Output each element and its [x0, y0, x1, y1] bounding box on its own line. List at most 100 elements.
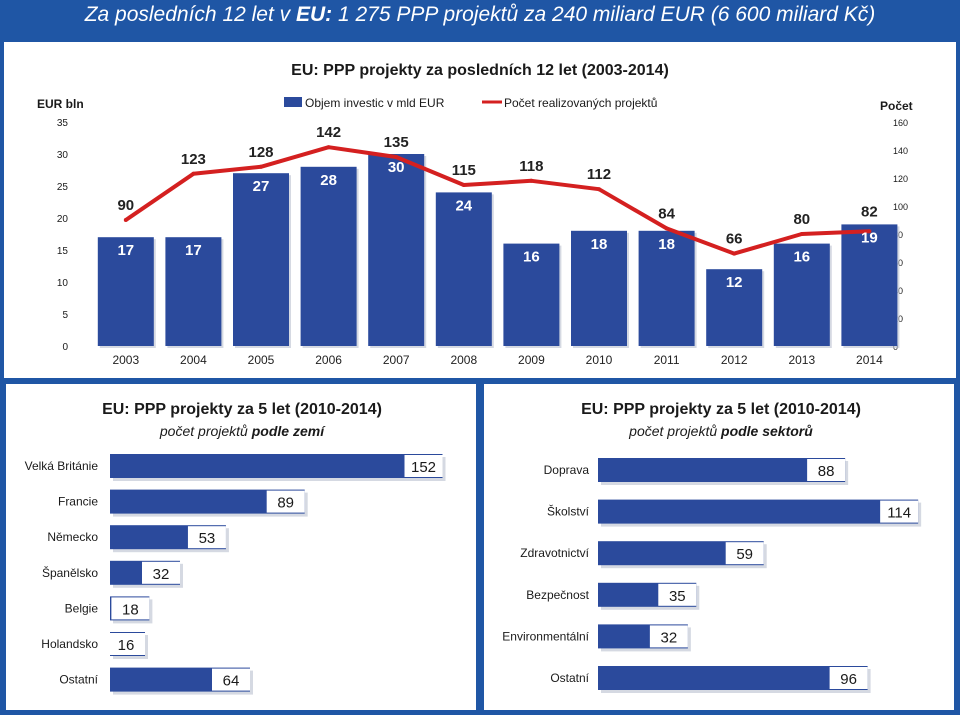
projects-count-line [124, 145, 870, 256]
value-label-box [187, 526, 226, 549]
category-label: Velká Británie [25, 459, 99, 473]
line-point [259, 164, 263, 169]
category-label: Doprava [544, 463, 590, 477]
value-label-box [649, 625, 688, 648]
volume-bar [773, 243, 830, 346]
line-value-label: 142 [316, 124, 341, 141]
line-point [597, 187, 601, 192]
line-point [529, 178, 534, 183]
category-bar [598, 458, 846, 482]
legend-line-label: Počet realizovaných projektů [504, 96, 657, 110]
line-value-label: 123 [181, 151, 206, 168]
x-tick-label: 2011 [654, 353, 680, 367]
bar-value-label: 24 [455, 197, 472, 214]
category-bar [110, 454, 443, 478]
slide-title-eu: EU: [295, 3, 333, 26]
volume-bar [638, 230, 695, 346]
volume-bar [841, 224, 898, 346]
bar-value-label: 18 [591, 236, 608, 253]
bar-value-label: 59 [736, 546, 753, 563]
category-label: Bezpečnost [526, 588, 589, 602]
value-label-box [404, 455, 443, 477]
bar-value-label: 16 [793, 249, 810, 266]
chart-panel-annual: EU: PPP projekty za posledních 12 let (2… [4, 42, 956, 378]
bar-value-label: 19 [861, 229, 878, 246]
bar-value-label: 18 [658, 236, 675, 253]
annual-combo-chart: EU: PPP projekty za posledních 12 let (2… [37, 62, 913, 367]
bar-value-label: 35 [669, 588, 686, 605]
volume-bar [368, 154, 425, 346]
y-right-tick-label: 100 [893, 202, 908, 212]
value-label-box [658, 583, 697, 606]
chart-panel-countries: EU: PPP projekty za 5 let (2010-2014) poč… [6, 384, 476, 710]
category-label: Německo [47, 530, 98, 544]
y-left-tick-label: 10 [57, 278, 69, 289]
subtitle-lead: počet projektů [159, 423, 252, 439]
volume-bar [300, 166, 357, 346]
value-label-box [212, 668, 250, 691]
volume-bar [503, 243, 560, 346]
bar-value-label: 16 [523, 249, 540, 266]
category-bar [110, 489, 305, 514]
line-point [664, 226, 669, 231]
line-value-label: 115 [452, 162, 476, 179]
category-label: Environmentální [502, 629, 589, 643]
line-value-label: 118 [519, 158, 543, 175]
x-tick-label: 2007 [383, 353, 410, 367]
category-label: Zdravotnictví [520, 546, 589, 560]
category-bar [598, 666, 868, 690]
bar-value-label: 53 [199, 530, 216, 547]
x-tick-label: 2009 [518, 353, 545, 367]
y-left-tick-label: 25 [57, 182, 69, 193]
subtitle-bold: podle sektorů [720, 423, 813, 439]
line-point [326, 145, 331, 150]
category-bar [598, 499, 919, 524]
bar-value-label: 152 [411, 459, 436, 476]
bar-value-label: 30 [388, 159, 405, 176]
volume-bar [97, 237, 154, 346]
line-value-label: 135 [384, 134, 409, 151]
y-left-tick-label: 0 [62, 342, 68, 353]
y-left-axis-label: EUR bln [37, 97, 84, 111]
category-label: Školství [547, 504, 590, 519]
y-left-tick-label: 35 [57, 118, 69, 129]
x-tick-label: 2008 [450, 353, 477, 367]
bar-value-label: 17 [185, 242, 202, 259]
value-label-box [111, 597, 150, 620]
legend-bar-swatch [284, 97, 302, 107]
line-value-label: 90 [117, 197, 134, 214]
category-label: Ostatní [550, 671, 589, 685]
countries-bar-chart: EU: PPP projekty za 5 let (2010-2014) poč… [25, 401, 446, 695]
bar-value-label: 27 [253, 178, 270, 195]
y-right-tick-label: 160 [893, 118, 908, 128]
x-tick-label: 2013 [788, 353, 815, 367]
volume-bar [571, 230, 627, 346]
y-left-tick-label: 30 [57, 150, 69, 161]
x-tick-label: 2010 [586, 353, 613, 367]
category-label: Holandsko [41, 637, 98, 651]
chart-title: EU: PPP projekty za posledních 12 let (2… [291, 62, 669, 79]
subtitle-bold: podle zemí [251, 423, 326, 439]
line-value-label: 84 [658, 205, 675, 222]
category-label: Francie [58, 495, 98, 509]
subtitle-lead: počet projektů [628, 423, 721, 439]
bar-value-label: 28 [320, 172, 337, 189]
slide-title: Za posledních 12 let v EU: 1 275 PPP pro… [0, 0, 960, 42]
line-point [732, 251, 737, 256]
value-label-box [266, 490, 305, 513]
y-right-tick-label: 120 [893, 174, 908, 184]
slide-title-lead: Za posledních 12 let v [84, 3, 296, 26]
value-label-box [107, 633, 145, 655]
value-label-box [829, 667, 868, 689]
line-value-label: 112 [587, 166, 611, 183]
volume-bar [706, 269, 763, 346]
bar-value-label: 96 [840, 671, 857, 688]
value-label-box [807, 459, 846, 481]
line-point [394, 155, 399, 159]
y-right-tick-label: 140 [893, 146, 908, 156]
x-tick-label: 2003 [112, 353, 139, 367]
line-value-label: 66 [726, 231, 743, 248]
chart-title: EU: PPP projekty za 5 let (2010-2014) [581, 401, 861, 418]
volume-bar [233, 173, 289, 346]
bar-value-label: 12 [726, 274, 743, 291]
